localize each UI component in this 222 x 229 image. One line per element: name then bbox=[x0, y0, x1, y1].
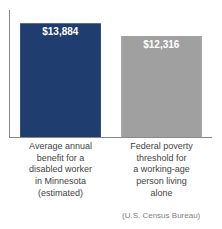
svg-text:$12,316: $12,316 bbox=[143, 39, 180, 50]
svg-text:Federal povertythreshold fora: Federal povertythreshold fora working-ag… bbox=[130, 141, 193, 198]
svg-text:$13,884: $13,884 bbox=[42, 26, 79, 37]
svg-text:(U.S. Census Bureau): (U.S. Census Bureau) bbox=[122, 211, 201, 220]
svg-text:Average annualbenefit for adis: Average annualbenefit for adisabled work… bbox=[29, 141, 92, 198]
